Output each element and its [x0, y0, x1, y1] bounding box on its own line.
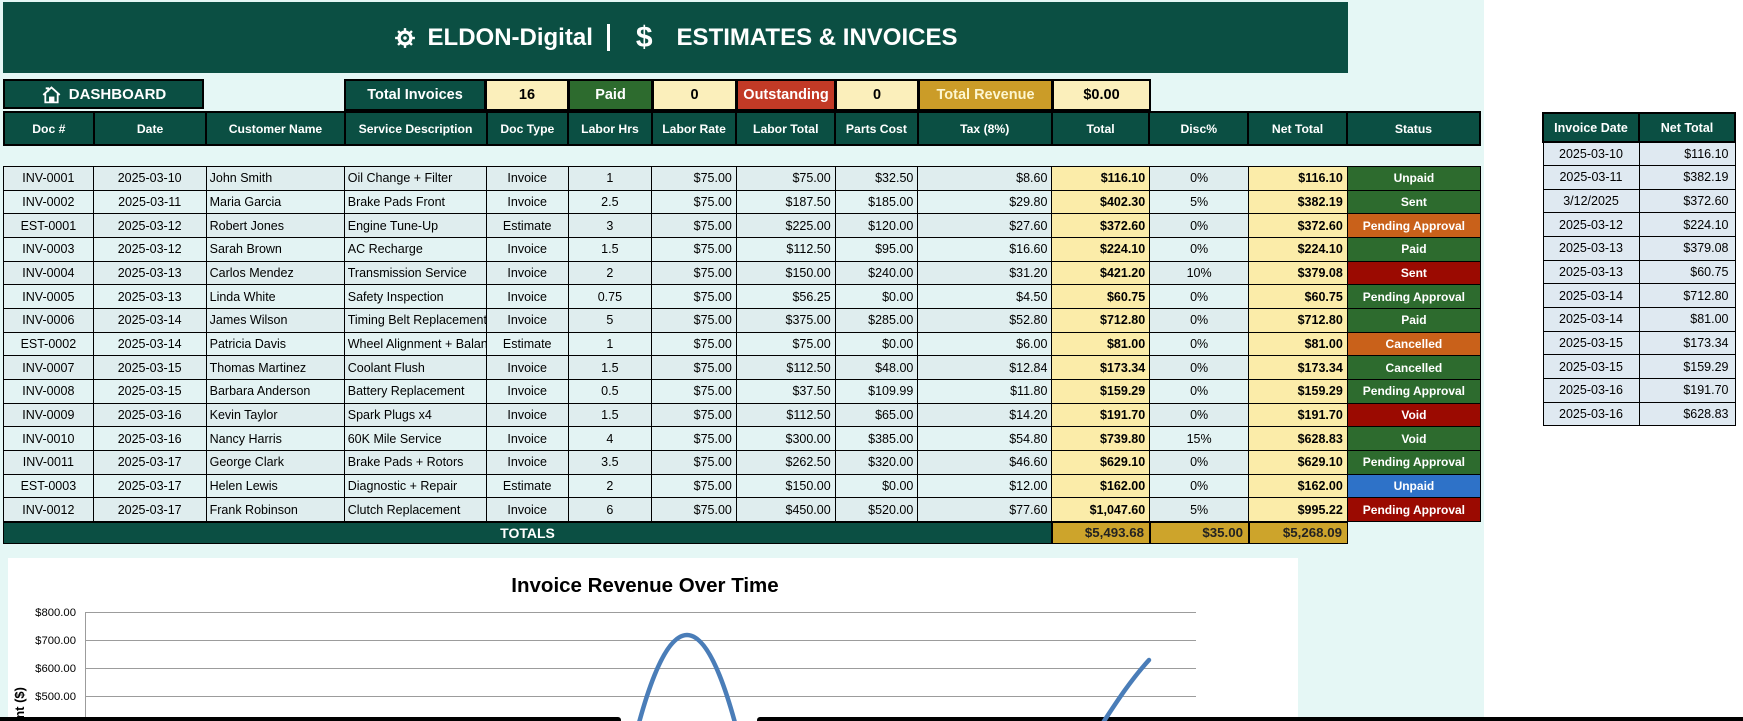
- svg-text:$800.00: $800.00: [35, 607, 76, 619]
- svg-text:Amount ($): Amount ($): [12, 687, 27, 721]
- svg-text:Invoice Revenue Over Time: Invoice Revenue Over Time: [511, 574, 778, 597]
- svg-text:$500.00: $500.00: [35, 691, 76, 703]
- svg-text:$700.00: $700.00: [35, 635, 76, 647]
- svg-text:$600.00: $600.00: [35, 663, 76, 675]
